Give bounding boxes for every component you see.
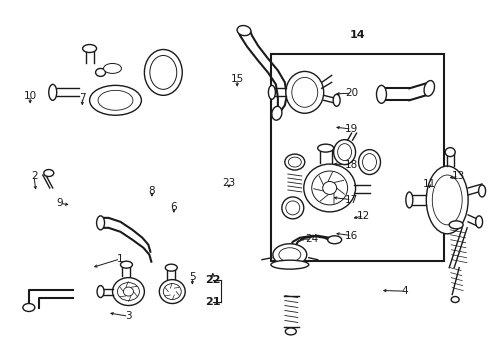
Ellipse shape (448, 221, 462, 229)
Text: 7: 7 (79, 93, 85, 103)
Ellipse shape (285, 154, 304, 170)
Ellipse shape (358, 150, 380, 175)
Ellipse shape (268, 85, 275, 99)
Text: 5: 5 (189, 272, 195, 282)
Ellipse shape (332, 94, 340, 106)
Ellipse shape (44, 170, 54, 176)
Ellipse shape (303, 164, 355, 212)
Ellipse shape (123, 287, 133, 296)
Text: 21: 21 (204, 297, 220, 307)
Ellipse shape (103, 63, 121, 73)
Ellipse shape (98, 90, 133, 110)
Ellipse shape (285, 71, 323, 113)
Ellipse shape (444, 148, 454, 157)
Ellipse shape (288, 157, 301, 167)
Text: 18: 18 (345, 160, 358, 170)
Ellipse shape (285, 328, 296, 335)
Ellipse shape (112, 278, 144, 306)
Ellipse shape (271, 106, 282, 120)
Text: 17: 17 (345, 195, 358, 205)
Text: 10: 10 (23, 91, 37, 101)
Ellipse shape (317, 144, 333, 152)
Ellipse shape (117, 283, 139, 301)
Text: 24: 24 (305, 234, 318, 244)
Ellipse shape (96, 216, 104, 230)
Text: 9: 9 (56, 198, 62, 208)
Text: 16: 16 (345, 231, 358, 240)
Ellipse shape (278, 248, 300, 262)
Ellipse shape (163, 284, 181, 300)
Ellipse shape (431, 175, 461, 225)
Ellipse shape (450, 297, 458, 302)
Ellipse shape (478, 185, 485, 197)
Text: 3: 3 (125, 311, 132, 321)
Ellipse shape (475, 216, 482, 228)
Ellipse shape (285, 201, 299, 215)
Ellipse shape (165, 264, 177, 271)
Ellipse shape (311, 171, 347, 205)
Ellipse shape (362, 154, 376, 171)
Text: 2: 2 (31, 171, 37, 181)
Ellipse shape (322, 181, 336, 194)
Ellipse shape (149, 55, 176, 89)
Text: 12: 12 (357, 211, 370, 221)
Bar (271, 54, 443, 261)
Text: 4: 4 (401, 286, 408, 296)
Ellipse shape (144, 50, 182, 95)
Ellipse shape (327, 236, 341, 244)
Ellipse shape (97, 285, 104, 298)
Ellipse shape (426, 166, 467, 234)
Ellipse shape (23, 303, 35, 311)
Text: 14: 14 (349, 31, 365, 40)
Ellipse shape (291, 77, 317, 107)
Ellipse shape (281, 197, 303, 219)
Text: 22: 22 (204, 275, 220, 285)
Ellipse shape (337, 144, 351, 161)
Text: 19: 19 (345, 124, 358, 134)
Text: 11: 11 (422, 179, 435, 189)
Ellipse shape (159, 280, 185, 303)
Text: 8: 8 (148, 186, 155, 196)
Text: 1: 1 (117, 254, 123, 264)
Ellipse shape (82, 45, 96, 53)
Ellipse shape (376, 85, 386, 103)
Text: 6: 6 (170, 202, 177, 212)
Text: 13: 13 (451, 171, 465, 181)
Ellipse shape (120, 261, 132, 268)
Text: 20: 20 (345, 88, 358, 98)
Ellipse shape (285, 245, 293, 259)
Text: 15: 15 (230, 74, 244, 84)
Ellipse shape (49, 84, 57, 100)
Ellipse shape (272, 244, 306, 266)
Ellipse shape (95, 68, 105, 76)
Text: 23: 23 (222, 178, 235, 188)
Ellipse shape (405, 192, 412, 208)
Ellipse shape (270, 260, 308, 269)
Ellipse shape (237, 26, 250, 36)
Ellipse shape (89, 85, 141, 115)
Ellipse shape (423, 81, 434, 96)
Ellipse shape (333, 140, 355, 165)
